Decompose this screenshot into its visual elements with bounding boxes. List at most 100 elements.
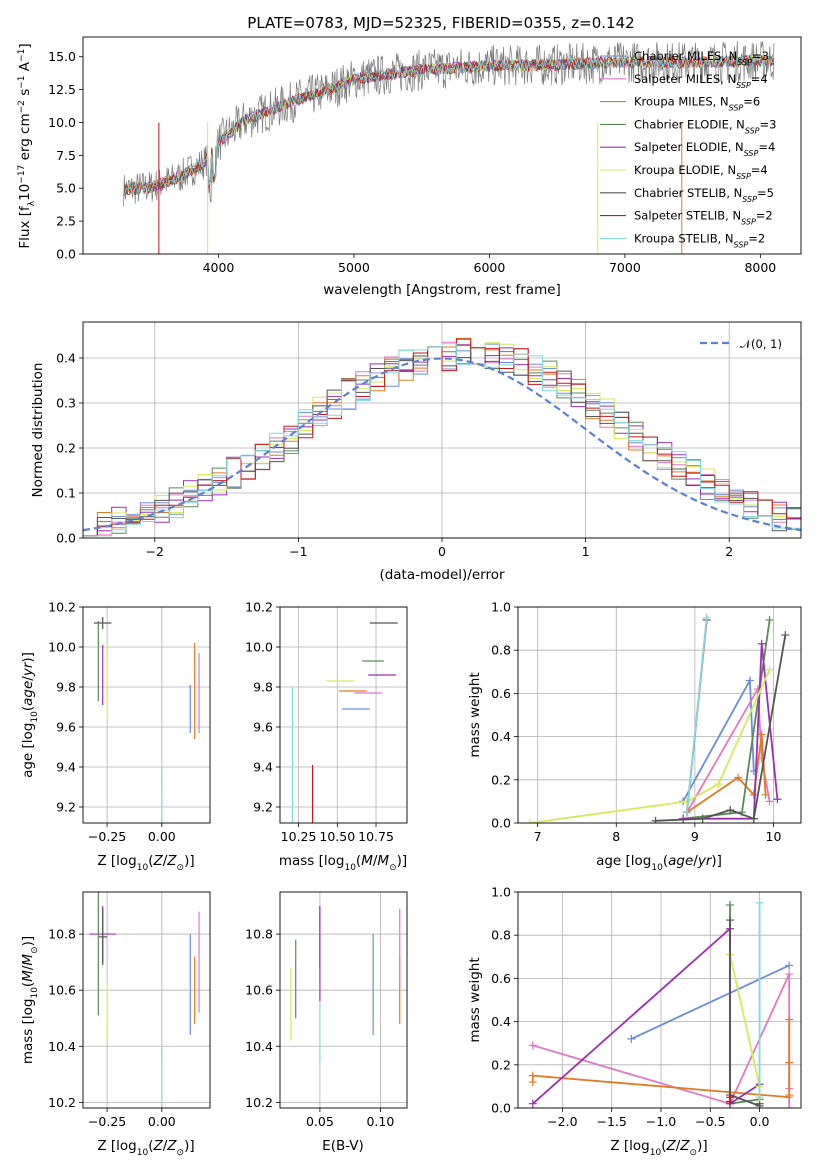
tick-label-x: −2.0 [547,1114,577,1129]
mass-weight-line [683,643,779,820]
mass-weight-marker [785,970,794,979]
tick-label-x: 10.50 [319,829,355,844]
tick-label-x: 0.05 [306,1114,334,1129]
tick-label-y: 10.6 [245,983,273,998]
model-spectrum [123,54,775,196]
mass-weight-line [529,669,771,823]
legend-label: Kroupa STELIB, NSSP=2 [634,231,765,249]
tick-label-y: 9.8 [56,680,76,695]
tick-label-x: 6000 [474,260,506,275]
tick-label-y: 0.8 [491,643,511,658]
tick-label-y: 0.0 [491,1101,511,1116]
mass-weight-line [686,686,771,813]
mass-vs-EBV-plot [290,906,401,1064]
mass-weight-marker [781,631,790,640]
tick-label-y: 0.2 [56,441,76,456]
tick-label-y: 10.2 [48,600,76,615]
legend-label: 𝒩(0, 1) [740,337,782,351]
tick-label-y: 10.0 [48,115,76,130]
spectrum-xlabel: wavelength [Angstrom, rest frame] [323,282,561,298]
massweight-vs-age-plot [525,613,790,823]
tick-label-y: 9.2 [56,800,76,815]
tick-label-x: 5000 [338,260,370,275]
mass-weight-marker [749,790,758,799]
mass-vs-EBV-axes: 0.05 0.10 10.2 10.4 10.6 10.8 [245,892,407,1129]
tick-label-x: 0.0 [750,1114,770,1129]
massweight-vs-Z-axes: −2.0 −1.5 −1.0 −0.5 0.0 0.0 0.2 0.4 0.6 0.8 1.0 [491,885,801,1129]
tick-label-x: 8000 [744,260,776,275]
tick-label-y: 1.0 [491,885,511,900]
legend-label: Kroupa MILES, NSSP=6 [634,95,760,113]
mass-weight-line [729,920,761,1108]
tick-label-y: 0.6 [491,686,511,701]
age-z-xlabel: Z [log10(Z/Z⊙)] [97,853,194,873]
mass-weight-marker [726,900,735,909]
tick-label-y: 10.0 [48,640,76,655]
mass-ebv-xlabel: E(B-V) [322,1138,364,1154]
histogram-ylabel: Normed distribution [30,363,46,498]
tick-label-x: 1 [582,544,590,559]
tick-label-y: 7.5 [56,148,76,163]
tick-label-y: 10.8 [245,927,273,942]
mass-weight-marker [726,806,735,815]
spectrum-ylabel: Flux [fλ10−17 erg cm−2 s−1 A−1] [17,43,37,248]
mass-weight-marker [785,961,794,970]
residual-histogram [83,338,801,537]
mass-weight-marker [525,819,534,823]
mass-z-ylabel: mass [log10(M/M⊙)] [20,936,40,1064]
age-vs-mass-axes: 10.25 10.50 10.75 9.2 9.4 9.6 9.8 10.0 10.2 [245,600,407,844]
model-spectrum [123,54,775,196]
tick-label-y: 0.2 [491,772,511,787]
residuals-axes: −2 −1 0 1 2 0.0 0.1 0.2 0.3 0.4 [56,322,801,559]
tick-label-x: 0 [438,544,446,559]
massweight-vs-age-axes: 7 8 9 10 0.0 0.2 0.4 0.6 0.8 1.0 [491,600,801,844]
tick-label-y: 0.0 [56,531,76,546]
legend-label: Chabrier ELODIE, NSSP=3 [634,117,776,135]
mass-weight-marker [761,790,770,799]
mass-weight-marker [757,639,766,648]
legend-label: Salpeter MILES, NSSP=4 [634,72,768,90]
mass-weight-line [532,926,761,1106]
mass-weight-marker [755,1093,764,1102]
tick-label-x: 10.75 [358,829,394,844]
spectrum-legend: Chabrier MILES, NSSP=3 Salpeter MILES, NS… [600,49,776,249]
mass-weight-marker [757,730,766,739]
mass-weight-marker [785,1015,794,1024]
tick-label-y: 9.2 [253,800,273,815]
mass-weight-marker [714,780,723,789]
spectrum-plot [123,40,775,254]
tick-label-x: −1.5 [596,1114,626,1129]
tick-label-x: −1 [289,544,307,559]
mass-weight-marker [698,814,707,823]
legend-label: Chabrier MILES, NSSP=3 [634,49,769,67]
mass-weight-marker [765,665,774,674]
tick-label-x: −2 [146,544,164,559]
tick-label-x: 4000 [203,260,235,275]
mass-weight-marker [702,613,711,622]
mass-weight-marker [755,898,764,907]
massweight-vs-age-frame [517,606,802,824]
tick-label-y: 2.5 [56,214,76,229]
tick-label-x: 9 [691,829,699,844]
mass-weight-marker [627,1034,636,1043]
mass-weight-line [729,954,761,1108]
age-vs-Z-axes: −0.25 0.00 9.2 9.4 9.6 9.8 10.0 10.2 [48,600,210,844]
tick-label-x: 7 [534,829,542,844]
legend-label: Chabrier STELIB, NSSP=5 [634,186,774,204]
legend-label: Kroupa ELODIE, NSSP=4 [634,163,768,181]
model-spectrum [123,54,775,196]
tick-label-x: 0.00 [148,1114,176,1129]
mass-weight-marker [785,1091,794,1100]
tick-label-y: 0.4 [491,729,511,744]
age-vs-mass-plot [291,622,398,823]
tick-label-x: −1.0 [646,1114,676,1129]
tick-label-y: 0.4 [491,1014,511,1029]
tick-label-y: 5.0 [56,181,76,196]
model-spectrum [123,55,775,196]
mass-weight-marker [749,814,758,823]
tick-label-y: 10.4 [245,1039,273,1054]
tick-label-y: 0.8 [491,928,511,943]
age-mass-xlabel: mass [log10(M/M⊙)] [279,853,407,873]
tick-label-y: 9.4 [253,760,273,775]
age-vs-Z-plot [93,617,200,823]
